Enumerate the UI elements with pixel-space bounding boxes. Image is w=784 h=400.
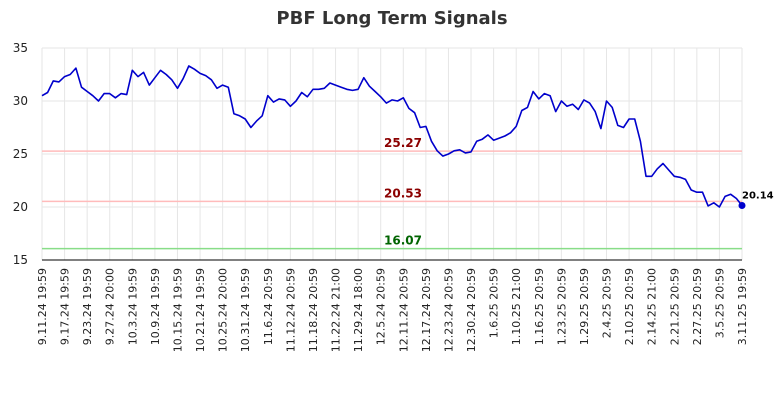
x-tick-label: 10.15.24 19:59 [171,268,184,352]
x-tick-label: 1.23.25 20:59 [555,268,568,345]
x-tick-label: 12.17.24 20:59 [420,268,433,352]
x-tick-label: 9.17.24 19:59 [59,268,72,345]
x-tick-label: 11.6.24 20:59 [262,268,275,345]
reference-line-label: 20.53 [384,186,422,200]
y-tick-labels: 15 20 25 30 35 [13,41,28,267]
x-tick-label: 11.18.24 20:59 [307,268,320,352]
y-tick-label: 20 [13,200,28,214]
x-tick-label: 10.25.24 20:00 [217,268,230,352]
x-tick-label: 1.10.25 21:00 [510,268,523,345]
last-value-point [738,202,746,210]
x-tick-label: 10.21.24 19:59 [194,268,207,352]
x-tick-label: 1.16.25 20:59 [533,268,546,345]
x-tick-label: 1.6.25 20:59 [488,268,501,338]
chart-title: PBF Long Term Signals [276,8,508,29]
x-tick-label: 2.14.25 21:00 [646,268,659,345]
x-tick-label: 3.11.25 19:59 [736,268,749,345]
x-tick-label: 2.4.25 20:59 [601,268,614,338]
x-tick-label: 12.11.24 20:59 [397,268,410,352]
x-tick-label: 9.23.24 19:59 [81,268,94,345]
y-tick-label: 25 [13,147,28,161]
x-tick-label: 12.5.24 20:59 [375,268,388,345]
x-tick-label: 2.21.25 20:59 [668,268,681,345]
x-tick-label: 11.29.24 18:00 [352,268,365,352]
reference-line-label: 16.07 [384,234,422,248]
x-tick-label: 11.22.24 21:00 [330,268,343,352]
last-value-label: 20.14 [742,191,774,202]
y-tick-label: 30 [13,94,28,108]
x-tick-label: 12.23.24 20:59 [442,268,455,352]
x-tick-labels: 9.11.24 19:59 9.17.24 19:59 9.23.24 19:59 9… [36,268,749,352]
x-tick-label: 1.29.25 20:59 [578,268,591,345]
x-tick-label: 10.31.24 19:59 [239,268,252,352]
grid-lines [41,47,743,261]
x-tick-label: 3.5.25 20:59 [713,268,726,338]
reference-line-label: 25.27 [384,136,422,150]
y-tick-label: 15 [13,253,28,267]
x-tick-label: 9.11.24 19:59 [36,268,49,345]
x-tick-label: 10.9.24 19:59 [149,268,162,345]
x-tick-label: 10.3.24 19:59 [126,268,139,345]
reference-lines: 25.27 20.53 16.07 [42,136,742,250]
x-tick-label: 9.27.24 20:00 [104,268,117,345]
x-tick-label: 11.12.24 20:59 [284,268,297,352]
x-tick-label: 2.10.25 20:59 [623,268,636,345]
series-layer: 20.14 [41,65,774,210]
price-series-line [41,65,743,208]
x-tick-label: 12.30.24 20:59 [465,268,478,352]
x-tick-label: 2.27.25 20:59 [691,268,704,345]
y-tick-label: 35 [13,41,28,55]
